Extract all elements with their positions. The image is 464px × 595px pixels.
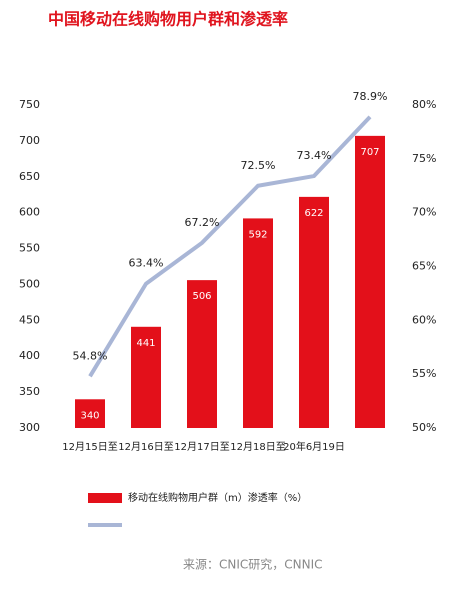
line-value-label: 78.9% xyxy=(353,90,388,103)
line-value-label: 67.2% xyxy=(185,216,220,229)
x-tick-label: 20年6月19日 xyxy=(283,440,345,453)
bar-value-label: 441 xyxy=(136,338,155,349)
y2-tick-label: 50% xyxy=(412,421,436,434)
bar-value-label: 707 xyxy=(360,147,379,158)
y-tick-label: 600 xyxy=(19,206,40,219)
legend-label: 移动在线购物用户群（m）渗透率（%） xyxy=(128,491,307,504)
line-value-label: 73.4% xyxy=(297,149,332,162)
line-value-label: 63.4% xyxy=(129,257,164,270)
line-value-label: 72.5% xyxy=(241,159,276,172)
bar xyxy=(131,326,161,428)
y2-tick-label: 70% xyxy=(412,206,436,219)
source: 来源：CNIC研究，CNNIC xyxy=(183,557,323,572)
y-tick-label: 650 xyxy=(19,170,40,183)
x-tick-label: 12月16日至 xyxy=(118,441,173,453)
y2-tick-label: 55% xyxy=(412,367,436,380)
y-tick-label: 550 xyxy=(19,242,40,255)
y-tick-label: 400 xyxy=(19,349,40,362)
bar xyxy=(299,196,329,428)
y-tick-label: 300 xyxy=(19,421,40,434)
x-tick-label: 12月17日至 xyxy=(174,441,229,453)
bar xyxy=(243,218,273,428)
bar xyxy=(75,399,105,428)
y-tick-label: 500 xyxy=(19,277,40,290)
legend-swatch xyxy=(88,493,122,503)
y-tick-label: 450 xyxy=(19,313,40,326)
bar xyxy=(355,135,385,428)
line-value-label: 54.8% xyxy=(73,349,108,362)
line xyxy=(88,115,372,378)
bar-value-label: 622 xyxy=(304,208,323,219)
chart-title: 中国移动在线购物用户群和渗透率 xyxy=(48,10,288,29)
y2-tick-label: 80% xyxy=(412,98,436,111)
y-tick-label: 350 xyxy=(19,385,40,398)
x-tick-label: 12月18日至 xyxy=(230,441,285,453)
bar xyxy=(187,280,217,428)
y2-tick-label: 65% xyxy=(412,260,436,273)
bar-value-label: 340 xyxy=(80,410,99,421)
bar-value-label: 506 xyxy=(192,291,211,302)
y2-tick-label: 75% xyxy=(412,152,436,165)
bar-value-label: 592 xyxy=(248,229,267,240)
y2-tick-label: 60% xyxy=(412,313,436,326)
y-tick-label: 750 xyxy=(19,98,40,111)
x-tick-label: 12月15日至 xyxy=(62,441,117,453)
y-tick-label: 700 xyxy=(19,134,40,147)
